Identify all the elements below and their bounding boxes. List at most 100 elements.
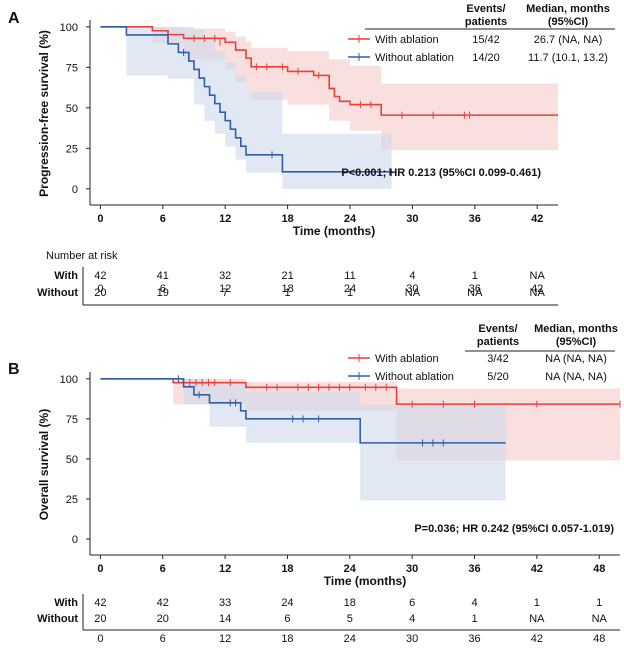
- risk-cell: 24: [281, 597, 293, 609]
- legend-header-events: Events/: [478, 323, 517, 335]
- risk-cell: 20: [157, 613, 169, 625]
- y-tick-label: 25: [66, 494, 78, 506]
- legend-label-without: Without ablation: [375, 52, 454, 64]
- x-tick-label: 6: [160, 213, 166, 225]
- legend-header-events: patients: [465, 16, 507, 28]
- risk-time-label: 36: [468, 633, 480, 645]
- risk-cell: 42: [157, 597, 169, 609]
- risk-row-label-with: With: [54, 270, 78, 282]
- risk-cell: NA: [405, 287, 421, 299]
- risk-cell: 42: [94, 597, 106, 609]
- risk-cell: 6: [284, 613, 290, 625]
- legend-median-with: NA (NA, NA): [545, 353, 607, 365]
- risk-cell: 4: [409, 613, 415, 625]
- km-line-without: [100, 26, 392, 173]
- y-tick-label: 50: [66, 454, 78, 466]
- risk-time-label: 18: [281, 283, 293, 295]
- risk-cell: 21: [281, 270, 293, 282]
- legend-header-median: Median, months: [534, 323, 618, 335]
- x-tick-label: 36: [468, 563, 480, 575]
- legend-header-median: (95%CI): [548, 16, 589, 28]
- x-tick-label: 30: [406, 563, 418, 575]
- risk-time-label: 30: [406, 283, 418, 295]
- risk-cell: 7: [222, 287, 228, 299]
- risk-time-label: 0: [97, 283, 103, 295]
- legend-median-with: 26.7 (NA, NA): [534, 34, 602, 46]
- legend-label-with: With ablation: [375, 34, 439, 46]
- risk-cell: NA: [530, 270, 546, 282]
- risk-time-label: 36: [469, 283, 481, 295]
- x-tick-label: 42: [531, 563, 543, 575]
- y-tick-label: 0: [72, 534, 78, 546]
- risk-row-label-without: Without: [37, 613, 78, 625]
- risk-time-label: 12: [219, 633, 231, 645]
- x-tick-label: 0: [97, 563, 103, 575]
- y-axis-title: Progression-free survival (%): [37, 30, 51, 197]
- y-tick-label: 100: [60, 22, 78, 34]
- risk-cell: NA: [530, 287, 546, 299]
- legend-events-without: 14/20: [472, 52, 500, 64]
- risk-time-label: 30: [406, 633, 418, 645]
- km-line-with: [100, 26, 558, 116]
- x-tick-label: 12: [219, 563, 231, 575]
- ci-band-without: [100, 378, 506, 501]
- risk-cell: 1: [534, 597, 540, 609]
- legend-label-with: With ablation: [375, 353, 439, 365]
- risk-cell: 42: [94, 270, 106, 282]
- risk-time-label: 42: [531, 283, 543, 295]
- x-tick-label: 42: [531, 213, 543, 225]
- risk-cell: 1: [285, 287, 291, 299]
- risk-time-label: 6: [160, 283, 166, 295]
- risk-cell: 4: [471, 597, 477, 609]
- risk-cell: 20: [94, 287, 106, 299]
- legend-header-median: Median, months: [526, 3, 610, 15]
- risk-time-label: 6: [160, 633, 166, 645]
- risk-cell: 1: [471, 613, 477, 625]
- legend-median-without: NA (NA, NA): [545, 371, 607, 383]
- risk-cell: NA: [529, 613, 545, 625]
- risk-row-label-with: With: [54, 597, 78, 609]
- risk-time-label: 0: [97, 633, 103, 645]
- risk-cell: 32: [219, 270, 231, 282]
- risk-table-title: Number at risk: [46, 250, 118, 262]
- legend-events-without: 5/20: [487, 371, 508, 383]
- risk-cell: 1: [347, 287, 353, 299]
- risk-time-label: 12: [219, 283, 231, 295]
- risk-time-label: 18: [281, 633, 293, 645]
- risk-cell: 11: [344, 270, 355, 282]
- risk-cell: 1: [472, 270, 478, 282]
- risk-cell: 5: [347, 613, 353, 625]
- x-tick-label: 48: [593, 563, 605, 575]
- risk-cell: 4: [409, 270, 415, 282]
- risk-cell: NA: [592, 613, 608, 625]
- x-tick-label: 18: [281, 213, 293, 225]
- x-tick-label: 36: [469, 213, 481, 225]
- y-tick-label: 100: [60, 374, 78, 386]
- legend-label-without: Without ablation: [375, 371, 454, 383]
- y-tick-label: 0: [72, 184, 78, 196]
- x-tick-label: 0: [97, 213, 103, 225]
- y-tick-label: 75: [66, 414, 78, 426]
- panel-a: A 0 25 50 75 100 0 6 12 18 24 30 36 42 Progression-fre…: [8, 3, 615, 306]
- risk-cell: 20: [94, 613, 106, 625]
- y-tick-label: 50: [66, 103, 78, 115]
- x-tick-label: 6: [160, 563, 166, 575]
- risk-cell: 19: [157, 287, 169, 299]
- risk-cell: 14: [219, 613, 231, 625]
- risk-cell: NA: [467, 287, 483, 299]
- legend-header-events: patients: [477, 336, 519, 348]
- panel-label: B: [8, 361, 20, 378]
- risk-cell: 33: [219, 597, 231, 609]
- x-tick-label: 18: [281, 563, 293, 575]
- risk-cell: 18: [344, 597, 356, 609]
- risk-time-label: 24: [344, 633, 356, 645]
- x-tick-label: 12: [219, 213, 231, 225]
- panel-label: A: [8, 10, 20, 27]
- risk-cell: 6: [409, 597, 415, 609]
- risk-time-label: 48: [593, 633, 605, 645]
- x-tick-label: 24: [344, 563, 357, 575]
- legend-header-median: (95%CI): [556, 336, 597, 348]
- x-tick-label: 30: [406, 213, 418, 225]
- x-axis-title: Time (months): [293, 224, 375, 238]
